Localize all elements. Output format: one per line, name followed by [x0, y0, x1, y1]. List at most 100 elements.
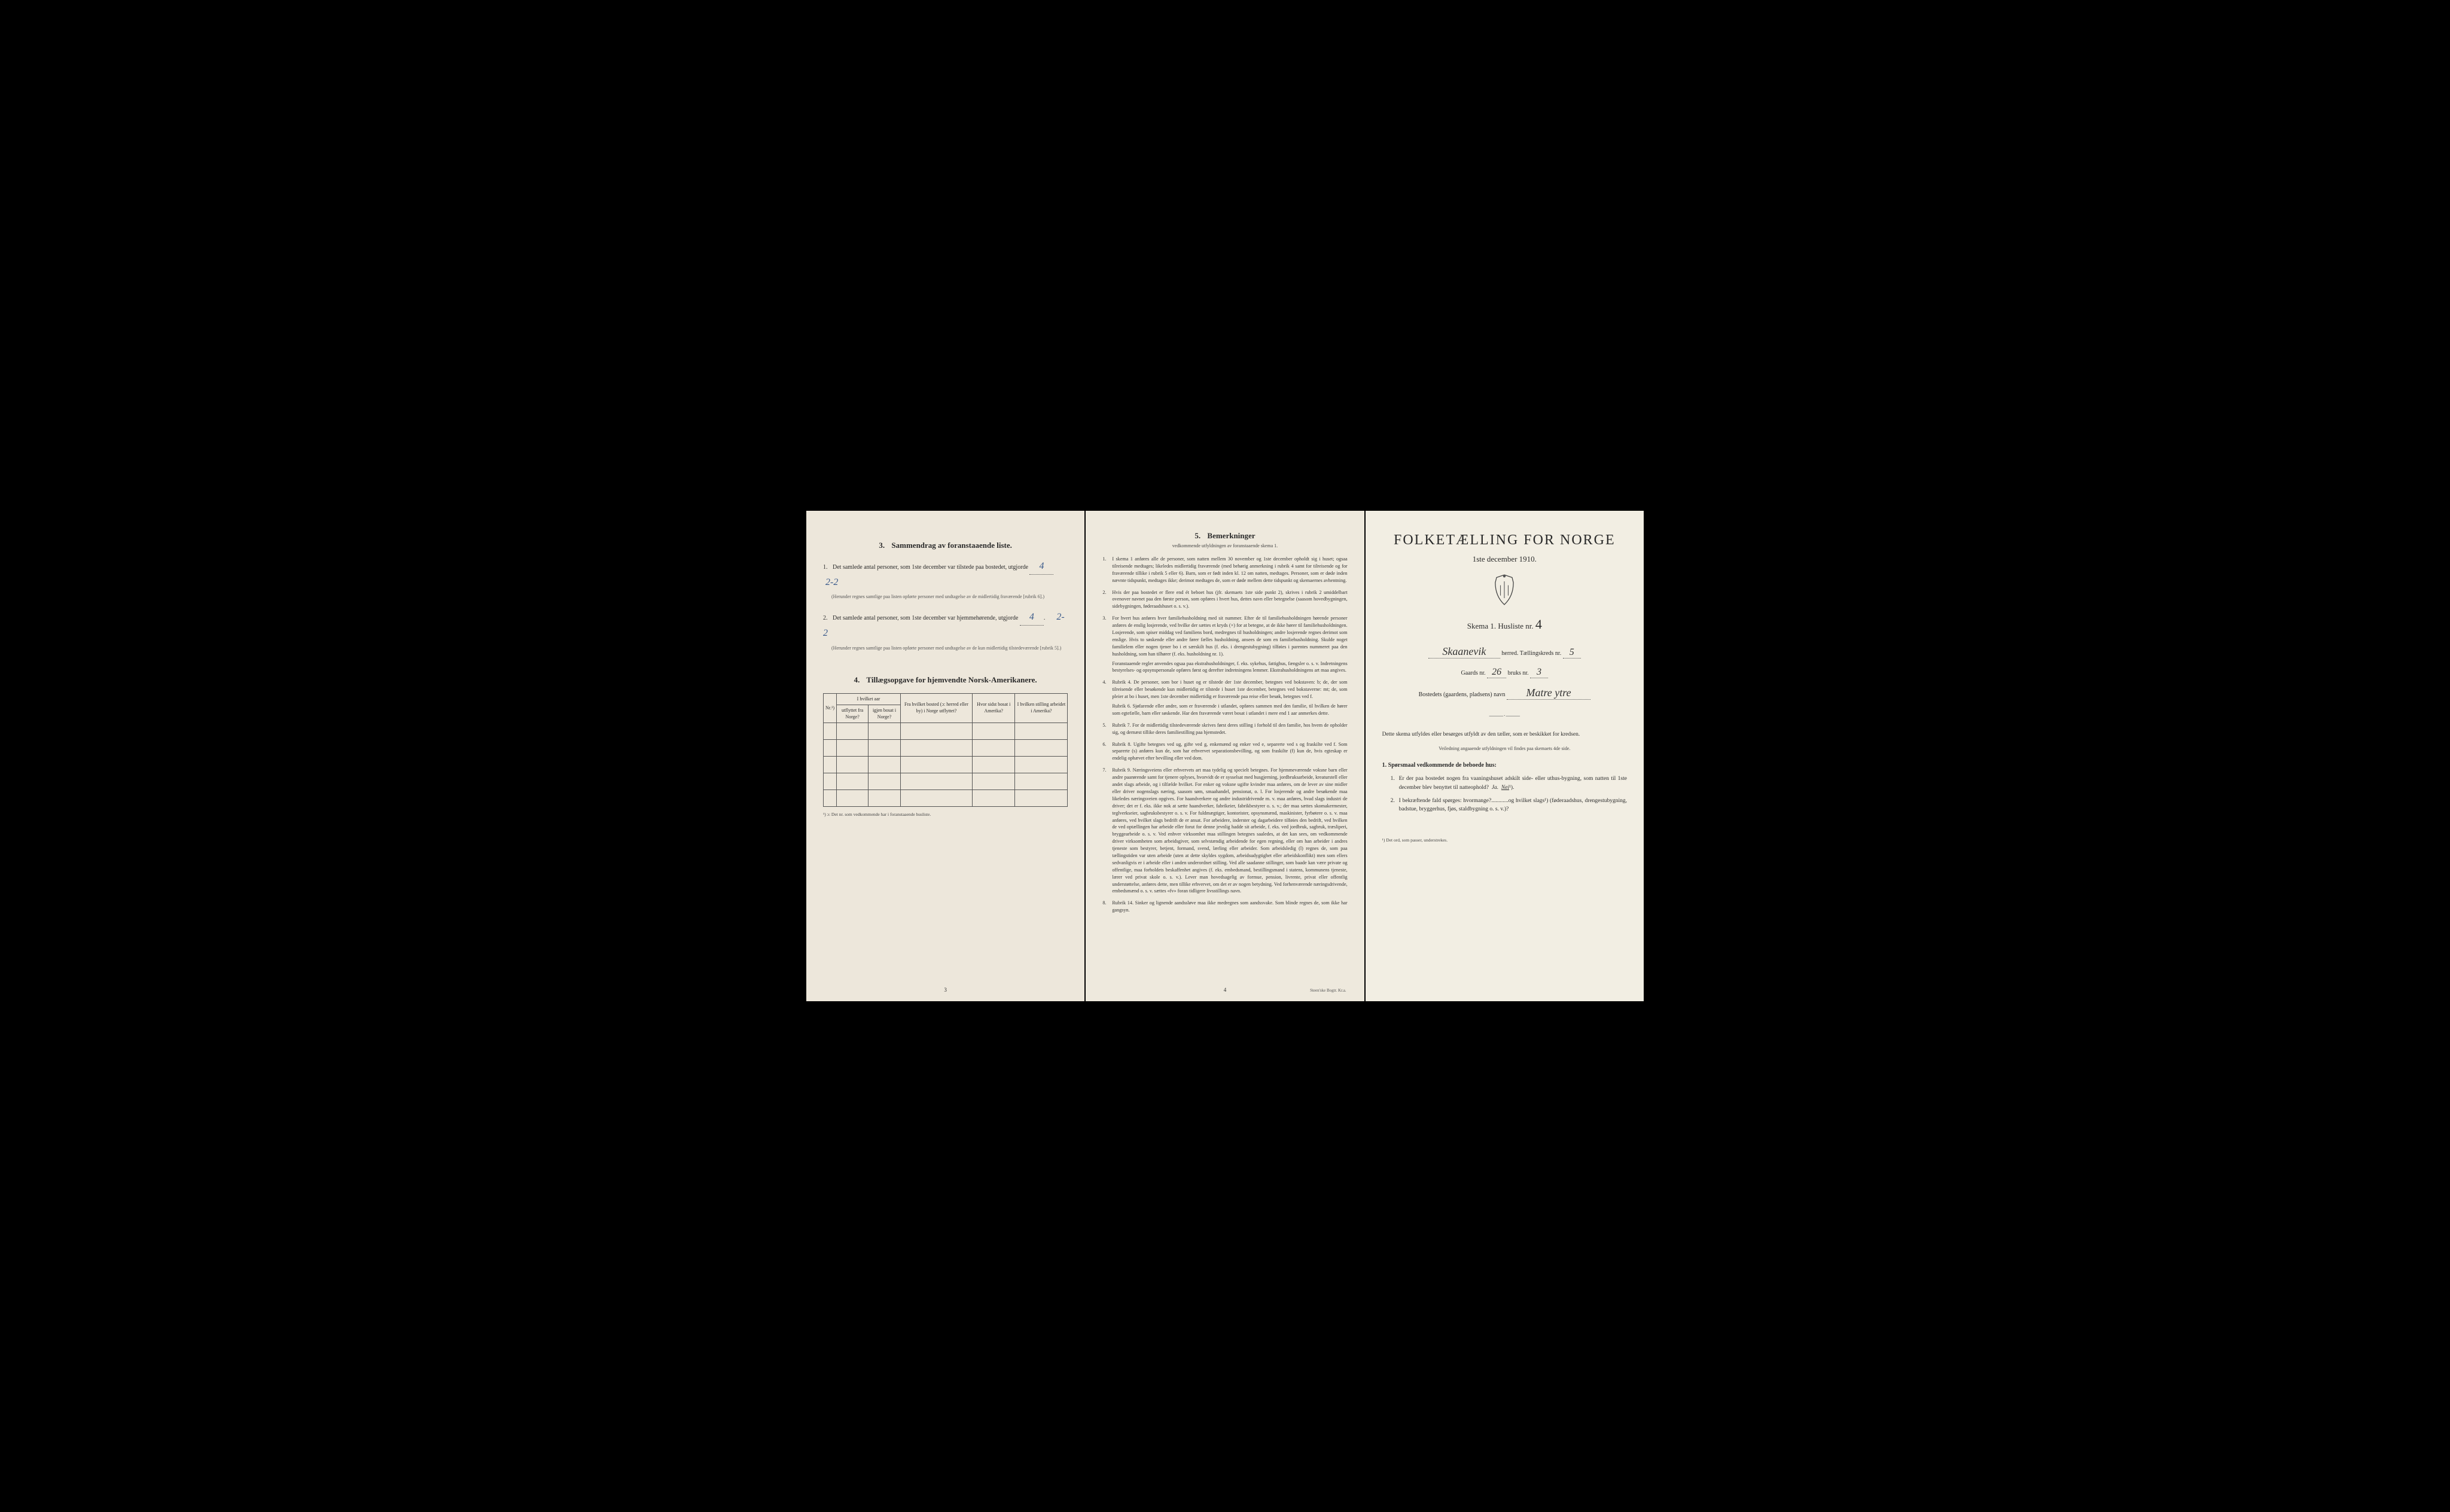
instruction-text: Dette skema utfyldes eller besørges utfy…: [1382, 730, 1627, 739]
husliste-nr: 4: [1535, 617, 1542, 632]
remark-text: I skema 1 anføres alle de personer, som …: [1112, 556, 1347, 583]
th-stilling: I hvilken stilling arbeidet i Amerika?: [1015, 693, 1068, 723]
remarks-list: 1. I skema 1 anføres alle de personer, so…: [1102, 556, 1347, 914]
page-number-3: 3: [944, 987, 947, 993]
bruks-label: bruks nr.: [1508, 670, 1529, 676]
th-utflyttet: utflyttet fra Norge?: [837, 705, 869, 723]
th-amerika: Hvor sidst bosat i Amerika?: [972, 693, 1015, 723]
section-3-title: 3. Sammendrag av foranstaaende liste.: [823, 541, 1068, 550]
gaards-label: Gaards nr.: [1461, 670, 1486, 676]
printer-mark: Steen'ske Bogtr. Kr.a.: [1310, 988, 1346, 993]
instruction-sub: Veiledning angaaende utfyldningen vil fi…: [1382, 746, 1627, 751]
q1-ja: Ja.: [1492, 785, 1498, 791]
section-3-text: Sammendrag av foranstaaende liste.: [891, 541, 1012, 550]
th-bosat: igjen bosat i Norge?: [869, 705, 901, 723]
remark-item: 6. Rubrik 8. Ugifte betegnes ved ug, gift…: [1102, 741, 1347, 763]
gaards-nr: 26: [1489, 667, 1504, 677]
table-row: [824, 739, 1068, 756]
section-4-title: 4. Tillægsopgave for hjemvendte Norsk-Am…: [823, 675, 1068, 685]
section-5-title: 5. Bemerkninger: [1102, 531, 1347, 541]
remark-item: 2. Hvis der paa bostedet er flere end ét …: [1102, 589, 1347, 611]
remark-subpara: Foranstaaende regler anvendes ogsaa paa …: [1112, 660, 1347, 675]
item2-num: 2.: [823, 615, 828, 621]
th-year-group: I hvilket aar: [837, 693, 901, 705]
table-row: [824, 723, 1068, 739]
q1-nei: Nei: [1501, 785, 1509, 791]
bosted-line: Bostedets (gaardens, pladsens) navn Matr…: [1382, 687, 1627, 700]
q1-text: Er der paa bostedet nogen fra vaaningshu…: [1399, 776, 1627, 790]
page-3: 3. Sammendrag av foranstaaende liste. 1.…: [806, 511, 1084, 1001]
section-4-num: 4.: [854, 675, 860, 684]
bosted-value: Matre ytre: [1523, 687, 1573, 699]
census-date: 1ste december 1910.: [1382, 554, 1627, 564]
th-nr: Nr.¹): [824, 693, 837, 723]
bosted-label: Bostedets (gaardens, pladsens) navn: [1419, 691, 1506, 698]
item2-note: (Herunder regnes samtlige paa listen opf…: [831, 645, 1068, 651]
document-spread: 3. Sammendrag av foranstaaende liste. 1.…: [806, 511, 1644, 1001]
remark-item: 1. I skema 1 anføres alle de personer, so…: [1102, 556, 1347, 584]
remark-item: 8. Rubrik 14. Sinker og lignende aandsslø…: [1102, 900, 1347, 914]
main-title: FOLKETÆLLING FOR NORGE: [1382, 532, 1627, 548]
remark-text: For hvert hus anføres hver familiehushol…: [1112, 615, 1347, 656]
remark-num: 1.: [1102, 556, 1106, 563]
remark-num: 2.: [1102, 589, 1106, 596]
remark-text: Rubrik 4. De personer, som bor i huset o…: [1112, 679, 1347, 699]
item1-label: Det samlede antal personer, som 1ste dec…: [833, 564, 1028, 571]
section-4-text: Tillægsopgave for hjemvendte Norsk-Ameri…: [866, 675, 1037, 684]
coat-of-arms: [1382, 574, 1627, 607]
herred-label: herred. Tællingskreds nr.: [1501, 650, 1561, 657]
section-5-subtitle: vedkommende utfyldningen av foranstaaend…: [1102, 543, 1347, 548]
herred-value: Skaanevik: [1440, 645, 1488, 657]
section-3-num: 3.: [879, 541, 885, 550]
q1-num: 1.: [1391, 775, 1395, 783]
q2-num: 2.: [1391, 797, 1395, 805]
bruks-nr: 3: [1534, 667, 1544, 677]
gaards-line: Gaards nr. 26 bruks nr. 3: [1382, 667, 1627, 678]
ornament-divider: ⸻·⸻: [1382, 711, 1627, 720]
th-bosted: Fra hvilket bosted (ɔ: herred eller by) …: [900, 693, 972, 723]
remark-item: 5.Rubrik 7. For de midlertidig tilstedev…: [1102, 722, 1347, 736]
herred-line: Skaanevik herred. Tællingskreds nr. 5: [1382, 645, 1627, 659]
item1-value: 4: [1037, 561, 1046, 571]
right-footnote: ¹) Det ord, som passer, understrekes.: [1382, 837, 1627, 843]
table-footnote: ¹) ɔ: Det nr. som vedkommende har i fora…: [823, 812, 1068, 817]
item1-note: (Herunder regnes samtlige paa listen opf…: [831, 593, 1068, 600]
remark-item: 4. Rubrik 4. De personer, som bor i huset…: [1102, 679, 1347, 717]
question-1: 1. Er der paa bostedet nogen fra vaaning…: [1391, 775, 1627, 792]
page-4: 5. Bemerkninger vedkommende utfyldningen…: [1086, 511, 1364, 1001]
crest-icon: [1491, 574, 1517, 606]
table-row: [824, 789, 1068, 806]
remark-num: 3.: [1102, 615, 1106, 622]
page-number-4: 4: [1224, 987, 1227, 993]
summary-item-2: 2. Det samlede antal personer, som 1ste …: [823, 609, 1068, 641]
remark-num: 8.: [1102, 900, 1106, 907]
skema-label: Skema 1. Husliste nr.: [1467, 621, 1534, 630]
section-5-num: 5.: [1194, 531, 1200, 540]
remark-text: Rubrik 9. Næringsveiens eller erhvervets…: [1112, 767, 1347, 894]
remark-num: 6.: [1102, 741, 1106, 748]
summary-item-1: 1. Det samlede antal personer, som 1ste …: [823, 559, 1068, 590]
table-row: [824, 773, 1068, 789]
section-5-text: Bemerkninger: [1207, 531, 1255, 540]
questions-heading: 1. Spørsmaal vedkommende de beboede hus:: [1382, 762, 1627, 769]
remark-num: 7.: [1102, 767, 1106, 774]
remark-item: 7. Rubrik 9. Næringsveiens eller erhverve…: [1102, 767, 1347, 895]
remark-text: Hvis der paa bostedet er flere end ét be…: [1112, 590, 1347, 609]
item1-num: 1.: [823, 564, 828, 571]
emigrant-table: Nr.¹) I hvilket aar Fra hvilket bosted (…: [823, 693, 1068, 807]
q2-text: I bekræftende fald spørges: hvormange?..…: [1399, 798, 1627, 812]
remark-text: Rubrik 8. Ugifte betegnes ved ug, gifte …: [1112, 742, 1347, 761]
remark-text: Rubrik 14. Sinker og lignende aandssløve…: [1112, 900, 1347, 913]
remark-item: 3. For hvert hus anføres hver familiehush…: [1102, 615, 1347, 674]
remark-subpara: Rubrik 6. Sjøfarende eller andre, som er…: [1112, 703, 1347, 717]
remark-num: 5.: [1102, 722, 1106, 729]
kreds-nr: 5: [1567, 647, 1577, 657]
table-row: [824, 756, 1068, 773]
item2-label: Det samlede antal personer, som 1ste dec…: [833, 615, 1018, 621]
skema-line: Skema 1. Husliste nr. 4: [1382, 617, 1627, 632]
item2-value: 4: [1027, 612, 1037, 622]
item1-value2: 2-2: [823, 577, 840, 587]
question-2: 2. I bekræftende fald spørges: hvormange…: [1391, 797, 1627, 814]
page-title-page: FOLKETÆLLING FOR NORGE 1ste december 191…: [1366, 511, 1644, 1001]
remark-num: 4.: [1102, 679, 1106, 686]
